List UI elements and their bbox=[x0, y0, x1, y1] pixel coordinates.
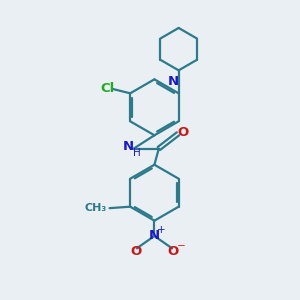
Text: N: N bbox=[149, 230, 160, 242]
Text: H: H bbox=[133, 148, 141, 158]
Text: Cl: Cl bbox=[100, 82, 114, 95]
Text: O: O bbox=[130, 245, 142, 258]
Text: CH₃: CH₃ bbox=[85, 203, 107, 213]
Text: −: − bbox=[176, 241, 185, 251]
Text: N: N bbox=[123, 140, 134, 153]
Text: O: O bbox=[178, 126, 189, 139]
Text: +: + bbox=[157, 225, 165, 235]
Text: N: N bbox=[168, 75, 179, 88]
Text: O: O bbox=[167, 245, 178, 258]
